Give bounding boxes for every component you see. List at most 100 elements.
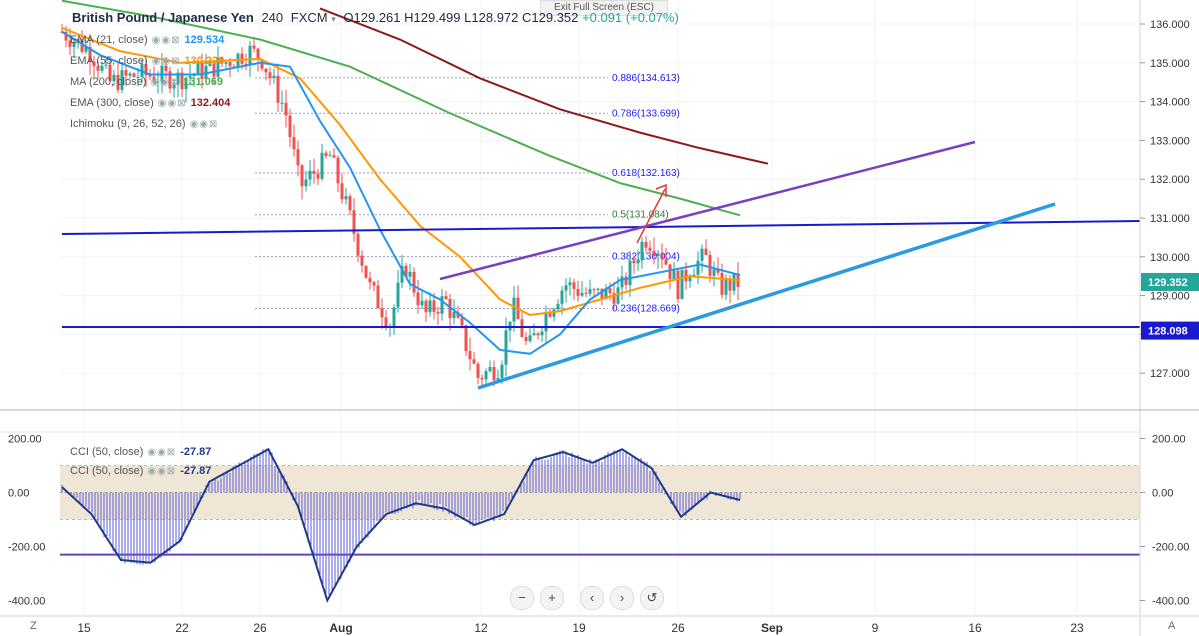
candle-body (272, 75, 276, 78)
candle-body (484, 371, 488, 380)
open-value: O129.261 (343, 10, 401, 25)
candle-body (648, 247, 652, 251)
scroll-left-button[interactable]: ‹ (580, 586, 604, 610)
scroll-right-button[interactable]: › (610, 586, 634, 610)
indicator-legend-label: Ichimoku (9, 26, 52, 26) (70, 118, 186, 130)
exchange-label: FXCM (290, 10, 328, 25)
zoom-corner-button[interactable]: Z (30, 620, 37, 632)
candle-body (724, 279, 728, 295)
fib-level-label: 0.618(132.163) (612, 168, 680, 179)
legend-settings-icon[interactable]: ◉◉⊠ (189, 119, 219, 130)
candle-body (316, 173, 320, 179)
chevron-down-icon[interactable]: ▾ (331, 14, 336, 24)
candle-body (312, 170, 316, 174)
fib-level-label: 0.382(130.004) (612, 252, 680, 263)
candle-body (616, 287, 620, 304)
candle-body (524, 336, 528, 342)
interval-label[interactable]: 240 (261, 10, 284, 25)
candle-body (156, 81, 160, 83)
candle-body (256, 48, 260, 60)
candle-body (620, 276, 624, 288)
candle-body (184, 77, 188, 90)
price-tick-label: 134.000 (1150, 97, 1190, 109)
zoom-out-button[interactable]: − (510, 586, 534, 610)
candle-body (520, 319, 524, 337)
legend-settings-icon[interactable]: ◉◉⊠ (157, 98, 187, 109)
candle-body (180, 72, 184, 90)
target-arrow-shaft (636, 188, 666, 244)
legend-settings-icon[interactable]: ◉◉⊠ (147, 447, 177, 458)
fib-level-label: 0.786(133.699) (612, 108, 680, 119)
candle-body (308, 170, 312, 180)
candle-body (712, 269, 716, 276)
cci-legend-item[interactable]: CCI (50, close) ◉◉⊠ -27.87 (70, 465, 211, 477)
legend-settings-icon[interactable]: ◉◉⊠ (151, 56, 181, 67)
zoom-in-button[interactable]: + (540, 586, 564, 610)
legend-settings-icon[interactable]: ◉◉⊠ (151, 35, 181, 46)
candlestick-series (60, 24, 740, 388)
ema21-line (61, 30, 741, 355)
auto-scale-button[interactable]: A (1168, 620, 1176, 632)
candle-body (656, 253, 660, 256)
indicator-legend-value: 132.404 (190, 97, 231, 109)
ema55-line (61, 26, 741, 317)
candle-body (728, 279, 732, 291)
candle-body (336, 157, 340, 184)
candle-body (356, 233, 360, 256)
legend-settings-icon[interactable]: ◉◉⊠ (150, 77, 180, 88)
cci-tick-label-left: 0.00 (8, 488, 29, 500)
candle-body (596, 288, 600, 290)
candle-body (588, 289, 592, 294)
candle-body (360, 255, 364, 266)
indicator-legend-item[interactable]: EMA (300, close) ◉◉⊠ 132.404 (70, 97, 230, 109)
cci-legend-item[interactable]: CCI (50, close) ◉◉⊠ -27.87 (70, 446, 211, 458)
candle-body (72, 42, 76, 48)
candle-body (636, 260, 640, 264)
indicator-legend-item[interactable]: Ichimoku (9, 26, 52, 26) ◉◉⊠ (70, 118, 222, 130)
candle-body (92, 61, 96, 67)
candle-body (300, 165, 304, 187)
candle-body (152, 76, 156, 82)
candle-body (688, 277, 692, 282)
cci-tick-label: -200.00 (1152, 542, 1189, 554)
cci-axis[interactable]: 200.00 200.00 0.00 0.00 -200.00 -200.00 -400.0… (8, 434, 1189, 608)
time-axis[interactable]: 15 22 26 Aug 12 19 26 Sep 9 16 23 (77, 621, 1084, 635)
candle-body (556, 303, 560, 310)
candle-body (244, 63, 248, 65)
chart-header: British Pound / Japanese Yen 240 FXCM ▾ … (72, 10, 679, 25)
cci-legend-value: -27.87 (180, 465, 212, 477)
cci-legend-label: CCI (50, close) (70, 446, 144, 458)
candle-body (228, 62, 232, 67)
horizontal-resistance-line (61, 220, 1141, 235)
candle-body (408, 271, 412, 277)
candle-body (676, 270, 680, 300)
candle-body (664, 259, 668, 265)
legend-settings-icon[interactable]: ◉◉⊠ (147, 466, 177, 477)
candle-body (212, 60, 216, 77)
indicator-legend-item[interactable]: EMA (21, close) ◉◉⊠ 129.534 (70, 34, 224, 46)
reset-button[interactable]: ↺ (640, 586, 664, 610)
price-tick-label: 130.000 (1150, 252, 1190, 264)
indicator-legend-item[interactable]: MA (200, close) ◉◉⊠ 131.069 (70, 76, 223, 88)
candle-body (448, 298, 452, 319)
candle-body (500, 364, 504, 379)
candle-body (612, 293, 616, 304)
candle-body (68, 40, 72, 48)
exit-fullscreen-button[interactable]: Exit Full Screen (ESC) (540, 0, 668, 16)
cci-tick-label: 200.00 (1152, 434, 1186, 446)
indicator-legend-item[interactable]: EMA (55, close) ◉◉⊠ 130.226 (70, 55, 224, 67)
candle-body (148, 75, 152, 77)
candle-body (488, 366, 492, 372)
candle-body (468, 351, 472, 360)
price-axis[interactable]: 136.000 135.000 134.000 133.000 132.000 131.0… (1140, 19, 1199, 380)
candle-body (568, 282, 572, 286)
cci-legend-label: CCI (50, close) (70, 465, 144, 477)
candle-body (232, 66, 236, 68)
candle-body (176, 72, 180, 85)
symbol-title[interactable]: British Pound / Japanese Yen (72, 10, 254, 25)
price-tick-label: 136.000 (1150, 19, 1190, 31)
candle-body (348, 196, 352, 211)
candle-body (528, 335, 532, 342)
candle-body (576, 288, 580, 296)
